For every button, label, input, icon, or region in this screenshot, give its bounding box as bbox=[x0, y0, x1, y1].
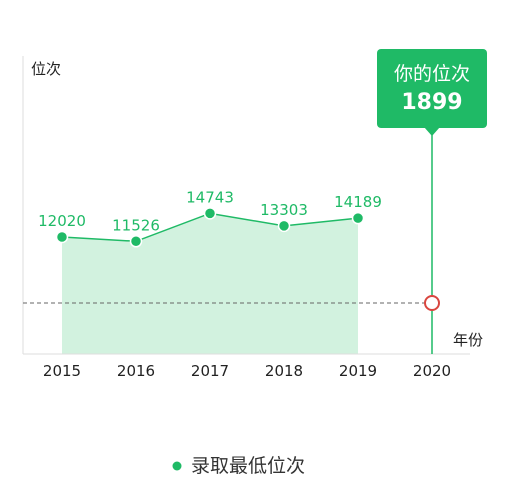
x-tick-label: 2018 bbox=[265, 362, 303, 380]
callout-pointer bbox=[424, 127, 440, 136]
callout-title: 你的位次 bbox=[394, 63, 470, 85]
data-points bbox=[55, 207, 365, 248]
data-label: 12020 bbox=[38, 212, 86, 230]
data-label: 14189 bbox=[334, 193, 382, 211]
data-point bbox=[129, 235, 143, 248]
data-point bbox=[203, 207, 217, 220]
callout-box bbox=[377, 49, 487, 128]
legend-marker bbox=[172, 461, 182, 471]
data-label: 13303 bbox=[260, 201, 308, 219]
x-tick-label: 2020 bbox=[413, 362, 451, 380]
data-point bbox=[55, 230, 69, 244]
data-label: 11526 bbox=[112, 216, 160, 234]
your-rank-callout: 你的位次 1899 bbox=[377, 49, 487, 136]
x-axis-label: 年份 bbox=[453, 331, 483, 349]
callout-value: 1899 bbox=[401, 90, 462, 115]
x-tick-label: 2017 bbox=[191, 362, 229, 380]
legend-label: 录取最低位次 bbox=[191, 455, 305, 477]
x-tick-label: 2016 bbox=[117, 362, 155, 380]
data-labels: 12020 11526 14743 13303 14189 bbox=[38, 188, 382, 234]
x-tick-label: 2019 bbox=[339, 362, 377, 380]
data-point bbox=[351, 211, 365, 225]
x-tick-label: 2015 bbox=[43, 362, 81, 380]
data-label: 14743 bbox=[186, 188, 234, 206]
x-tick-labels: 2015 2016 2017 2018 2019 2020 bbox=[43, 362, 451, 380]
data-point bbox=[277, 219, 291, 233]
y-axis-label: 位次 bbox=[31, 60, 61, 78]
area-fill bbox=[62, 213, 358, 354]
legend: 录取最低位次 bbox=[172, 455, 305, 477]
your-rank-marker bbox=[424, 295, 440, 311]
